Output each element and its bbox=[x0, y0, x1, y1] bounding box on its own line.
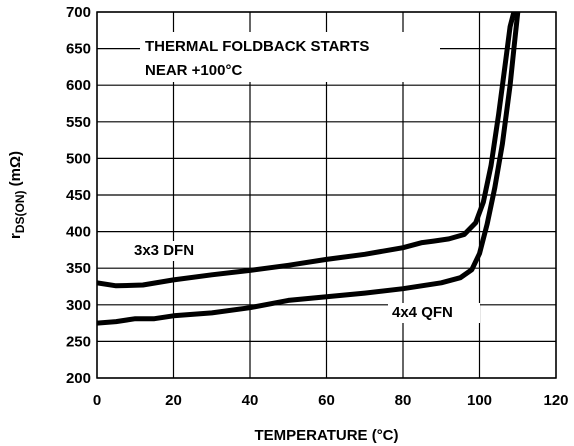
series-line-3x3-dfn bbox=[97, 12, 517, 289]
series-label-background-3x3-dfn bbox=[130, 241, 212, 261]
series-label-4x4-qfn: 4x4 QFN bbox=[392, 304, 453, 321]
x-tick-label-120: 120 bbox=[543, 392, 568, 409]
tick-labels: 0 20 40 60 80 100 120 200 250 300 350 400 450 500 550 6… bbox=[66, 4, 569, 409]
x-tick-label-0: 0 bbox=[93, 392, 101, 409]
series-label-3x3-dfn: 3x3 DFN bbox=[134, 242, 194, 259]
annotation-line-1: THERMAL FOLDBACK STARTS bbox=[145, 38, 369, 55]
series-line-4x4-qfn bbox=[97, 12, 521, 326]
y-tick-label-700: 700 bbox=[66, 4, 91, 21]
y-axis-label: rDS(ON) (mΩ) bbox=[7, 151, 27, 239]
x-tick-label-40: 40 bbox=[242, 392, 259, 409]
x-tick-label-100: 100 bbox=[467, 392, 492, 409]
annotation-line-2: NEAR +100°C bbox=[145, 62, 242, 79]
x-tick-label-20: 20 bbox=[165, 392, 182, 409]
plot-frame bbox=[96, 11, 557, 379]
y-tick-label-400: 400 bbox=[66, 224, 91, 241]
y-tick-label-550: 550 bbox=[66, 114, 91, 131]
y-tick-label-350: 350 bbox=[66, 260, 91, 277]
series-label-background-4x4-qfn bbox=[388, 303, 480, 323]
y-tick-label-450: 450 bbox=[66, 187, 91, 204]
y-tick-label-600: 600 bbox=[66, 77, 91, 94]
curves bbox=[97, 12, 521, 326]
y-tick-label-650: 650 bbox=[66, 41, 91, 58]
x-tick-label-80: 80 bbox=[395, 392, 412, 409]
y-tick-label-500: 500 bbox=[66, 150, 91, 167]
y-tick-label-200: 200 bbox=[66, 370, 91, 387]
annotation-background bbox=[140, 32, 440, 82]
y-axis-label-main: r bbox=[7, 233, 24, 239]
y-tick-label-300: 300 bbox=[66, 297, 91, 314]
y-axis-label-unit: (mΩ) bbox=[7, 151, 24, 191]
y-tick-label-250: 250 bbox=[66, 333, 91, 350]
x-tick-label-60: 60 bbox=[318, 392, 335, 409]
x-axis-label: TEMPERATURE (°C) bbox=[254, 427, 398, 444]
y-axis-label-sub: DS(ON) bbox=[13, 191, 27, 234]
